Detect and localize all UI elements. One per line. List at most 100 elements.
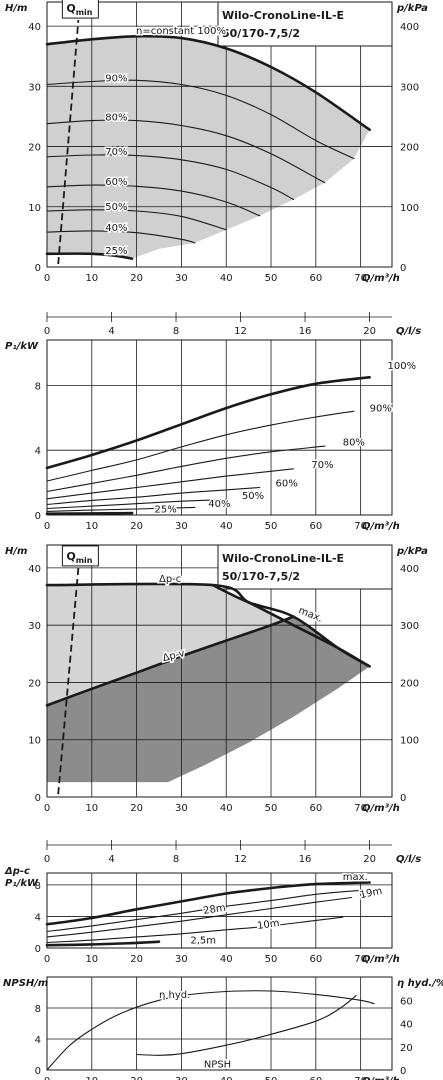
x2-tick-label: 8 [173, 326, 179, 337]
series-line-70- [46, 154, 294, 201]
chart-power-control: 0 10 20 30 40 50 60 70048Q/m³/hP₁/kWΔp-cmax.max… [4, 866, 400, 965]
series-label-halo: 70% [105, 147, 127, 158]
y-axis-title: H/m [5, 546, 27, 557]
operating-range-area [47, 36, 370, 259]
series-line-80- [46, 119, 326, 184]
y-tick-label: 4 [35, 1035, 41, 1046]
x-tick-label: 70 [354, 954, 367, 965]
y-tick-label: 8 [35, 881, 41, 892]
series-line-2-5m [45, 940, 161, 947]
qmin-box [61, 545, 99, 567]
x-tick-label: 50 [265, 1076, 278, 1080]
x-tick-label: 70 [354, 1076, 367, 1080]
x-tick-label: 50 [265, 521, 278, 532]
series-label: η hyd. [159, 990, 190, 1001]
y-axis-title: P₁/kW [5, 341, 39, 352]
x-tick-label: 50 [265, 954, 278, 965]
y-axis-title: NPSH/m [3, 978, 48, 989]
x-tick-label: 60 [309, 273, 322, 284]
series-label-halo: 50% [242, 491, 264, 502]
series-label: 50% [242, 491, 264, 502]
chart-title: Wilo-CronoLine-IL-E [222, 552, 344, 565]
x-tick-label: 60 [309, 521, 322, 532]
series-label-halo: 25% [105, 246, 127, 257]
qmin-line [57, 19, 80, 265]
series-line--p-v [45, 615, 295, 707]
qmin-line [57, 567, 80, 795]
qmin-box [61, 0, 99, 19]
series-label-halo: 10m [256, 918, 280, 932]
title-box [217, 544, 393, 590]
series-line-90- [46, 410, 355, 482]
x-tick-label: 10 [85, 803, 98, 814]
series-label-halo: 70% [311, 460, 333, 471]
series-line-50- [46, 209, 227, 231]
x-tick-label: 0 [44, 1076, 50, 1080]
series-label-halo: 40% [105, 223, 127, 234]
series-line-n-constant-100- [45, 34, 371, 131]
series-label: 70% [105, 147, 127, 158]
series-label: NPSH [204, 1060, 231, 1071]
series-line-25- [45, 511, 134, 515]
x-tick-label: 20 [130, 803, 143, 814]
x-tick-label: 20 [130, 1076, 143, 1080]
plot-frame [46, 339, 393, 516]
series-label-halo: 2,5m [190, 935, 216, 946]
series-label-halo: 90% [105, 74, 127, 85]
x-tick-label: 60 [309, 803, 322, 814]
series-line-80- [46, 445, 326, 493]
x-tick-label: 10 [85, 1076, 98, 1080]
y2-tick-label: 400 [400, 22, 419, 33]
series-label-halo: 25% [155, 505, 177, 516]
y-tick-label: 30 [28, 82, 41, 93]
series-label: 60% [276, 479, 298, 490]
series-label: 70% [311, 460, 333, 471]
y2-tick-label: 300 [400, 82, 419, 93]
y-tick-label: 0 [35, 511, 41, 522]
x-axis-title: Q/m³/h [362, 1076, 400, 1080]
x-tick-label: 20 [130, 954, 143, 965]
x2-axis-title: Q/l/s [396, 854, 421, 865]
x-tick-label: 50 [265, 273, 278, 284]
y-tick-label: 40 [28, 22, 41, 33]
x-tick-label: 30 [175, 803, 188, 814]
x-tick-label: 10 [85, 521, 98, 532]
series-label: max. [343, 872, 368, 883]
y2-tick-label: 200 [400, 143, 419, 154]
series-label: 90% [105, 74, 127, 85]
series-label: 25% [105, 246, 127, 257]
series-label-halo: 50% [105, 202, 127, 213]
y-tick-label: 0 [35, 1066, 41, 1077]
x-tick-label: 40 [220, 803, 233, 814]
y-axis-top-title: Δp-c [4, 866, 30, 877]
y-tick-label: 8 [35, 381, 41, 392]
y-axis-title: H/m [5, 3, 27, 14]
chart-subtitle: 50/170-7,5/2 [222, 570, 300, 583]
y2-tick-label: 400 [400, 564, 419, 575]
chart-power: 0 10 20 30 40 50 60 70048Q/m³/hP₁/kW100%100%90%… [5, 339, 418, 532]
series-label: n=constant 100% [136, 26, 226, 37]
y-tick-label: 0 [35, 793, 41, 804]
x-tick-label: 30 [175, 521, 188, 532]
x-tick-label: 20 [130, 273, 143, 284]
y2-tick-label: 0 [400, 1066, 406, 1077]
series-label: 40% [105, 223, 127, 234]
x2-tick-label: 20 [363, 326, 376, 337]
x2-tick-label: 4 [108, 854, 114, 865]
series-line-40- [46, 230, 196, 244]
y-tick-label: 20 [28, 678, 41, 689]
x-tick-label: 10 [85, 273, 98, 284]
series-line-60- [46, 184, 261, 217]
series-label: 80% [105, 113, 127, 124]
x-tick-label: 0 [44, 954, 50, 965]
series-label: Δp-c [159, 574, 181, 585]
series-label-halo: 40% [208, 499, 230, 510]
x-tick-label: 40 [220, 521, 233, 532]
series-line-50- [46, 499, 227, 510]
y-tick-label: 30 [28, 621, 41, 632]
y-tick-label: 10 [28, 203, 41, 214]
y2-axis-title: η hyd./% [397, 978, 443, 989]
y-tick-label: 4 [35, 446, 41, 457]
y2-tick-label: 100 [400, 203, 419, 214]
